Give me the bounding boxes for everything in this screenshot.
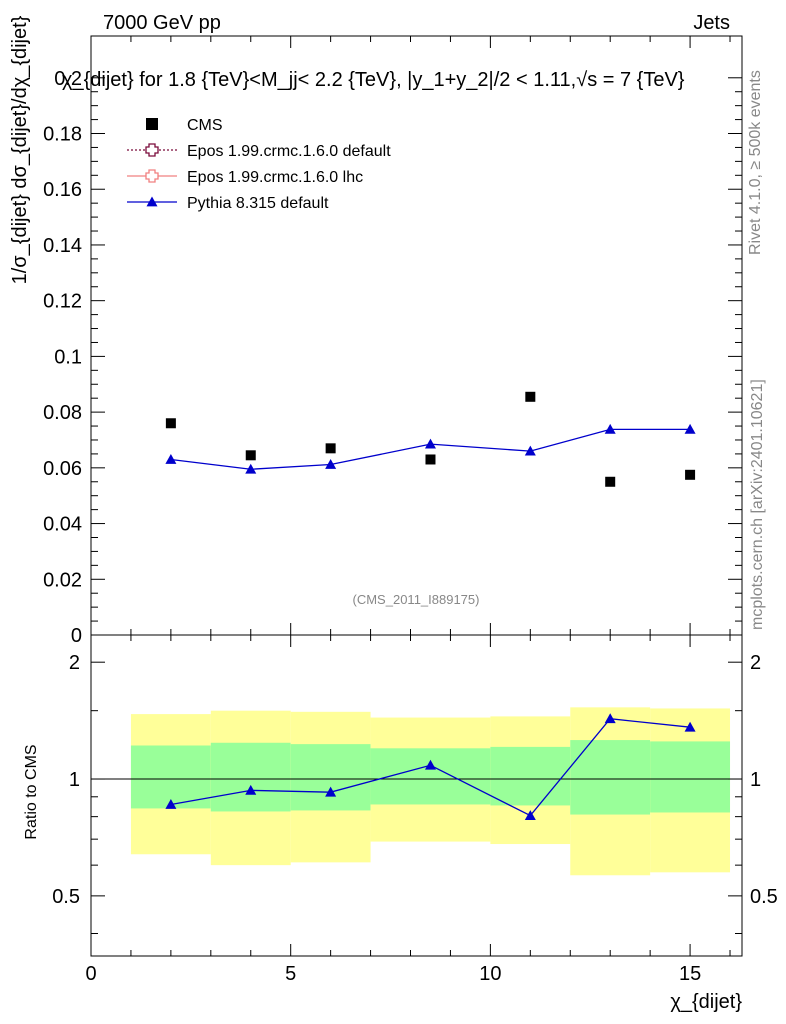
header-right: Jets xyxy=(693,12,730,34)
cms-point xyxy=(325,443,336,454)
ratio-point xyxy=(424,759,436,770)
legend-marker-epos xyxy=(145,169,159,183)
top-y-tick-label: 0.2 xyxy=(54,68,82,90)
rivet-label: Rivet 4.1.0, ≥ 500k events xyxy=(747,70,764,255)
pythia-point xyxy=(325,458,337,469)
x-tick-label: 15 xyxy=(679,963,701,985)
legend-marker-pythia xyxy=(146,196,158,207)
data-series xyxy=(165,391,696,820)
x-tick-label: 0 xyxy=(85,963,96,985)
top-y-tick-label: 0.04 xyxy=(43,514,82,536)
band-inner-0 xyxy=(130,745,211,809)
ratio-point xyxy=(684,721,696,732)
legend: CMS Epos 1.99.crmc.1.6.0 default Epos 1.99… xyxy=(127,117,391,212)
top-y-axis-label: 1/σ_{dijet} dσ_{dijet}/dχ_{dijet} xyxy=(9,15,31,284)
ratio-y-tick-label-left: 0.5 xyxy=(52,886,80,908)
ratio-y-tick-label-left: 2 xyxy=(69,652,80,674)
cms-point xyxy=(525,391,536,402)
pythia-point xyxy=(684,423,696,434)
top-y-tick-label: 0.1 xyxy=(54,346,82,368)
band-inner-5 xyxy=(570,740,651,815)
legend-label: Epos 1.99.crmc.1.6.0 lhc xyxy=(187,169,363,186)
band-inner-2 xyxy=(290,744,371,811)
pythia-point xyxy=(604,423,616,434)
tick-labels: 0 5 10 15 0 0.02 0.04 0.06 0.08 0.1 0.12 0.14 0.16 0.… xyxy=(43,68,778,985)
ratio-y-tick-label-right: 0.5 xyxy=(750,886,778,908)
plot-title: χ_{dijet} for 1.8 {TeV}<M_jj< 2.2 {TeV},… xyxy=(62,69,685,91)
band-inner-1 xyxy=(210,742,291,812)
x-axis-label: χ_{dijet} xyxy=(670,991,742,1013)
top-y-tick-label: 0.02 xyxy=(43,569,82,591)
cms-point xyxy=(685,469,696,480)
top-y-tick-label: 0.16 xyxy=(43,179,82,201)
plot-frames xyxy=(90,35,743,957)
top-y-tick-label: 0.08 xyxy=(43,402,82,424)
ratio-bands xyxy=(130,707,731,876)
analysis-watermark: (CMS_2011_I889175) xyxy=(353,592,480,607)
pythia-point xyxy=(424,438,436,449)
ratio-y-tick-label-right: 1 xyxy=(750,769,761,791)
axis-ticks xyxy=(90,36,742,956)
mcplots-label: mcplots.cern.ch [arXiv:2401.10621] xyxy=(749,379,766,630)
legend-marker-epos xyxy=(145,143,159,157)
ratio-y-axis-label: Ratio to CMS xyxy=(23,744,40,839)
pythia-point xyxy=(245,463,257,474)
cms-point xyxy=(165,418,176,429)
top-y-tick-label: 0.06 xyxy=(43,458,82,480)
ratio-point xyxy=(524,810,536,820)
band-inner-4 xyxy=(490,746,571,806)
pythia-point xyxy=(165,453,177,464)
top-y-tick-label: 0.14 xyxy=(43,235,82,257)
x-tick-label: 5 xyxy=(285,963,296,985)
band-inner-6 xyxy=(650,741,731,813)
legend-marker-cms xyxy=(146,118,158,130)
ratio-frame xyxy=(90,634,743,957)
ratio-y-tick-label-right: 2 xyxy=(750,652,761,674)
cms-point xyxy=(425,454,436,465)
ratio-y-tick-label-left: 1 xyxy=(69,769,80,791)
top-y-tick-label: 0 xyxy=(71,625,82,647)
legend-label: Pythia 8.315 default xyxy=(187,195,329,212)
ratio-point xyxy=(604,713,616,724)
pythia-point xyxy=(524,445,536,456)
legend-label: CMS xyxy=(187,117,223,134)
ratio-point xyxy=(165,798,177,809)
header-left: 7000 GeV pp xyxy=(103,12,221,34)
top-y-tick-label: 0.12 xyxy=(43,291,82,313)
x-tick-label: 10 xyxy=(479,963,501,985)
ratio-point xyxy=(245,784,257,795)
cms-point xyxy=(605,476,616,487)
ratio-point xyxy=(325,786,337,797)
top-y-tick-label: 0.18 xyxy=(43,124,82,146)
cms-point xyxy=(245,450,256,461)
legend-label: Epos 1.99.crmc.1.6.0 default xyxy=(187,143,391,160)
